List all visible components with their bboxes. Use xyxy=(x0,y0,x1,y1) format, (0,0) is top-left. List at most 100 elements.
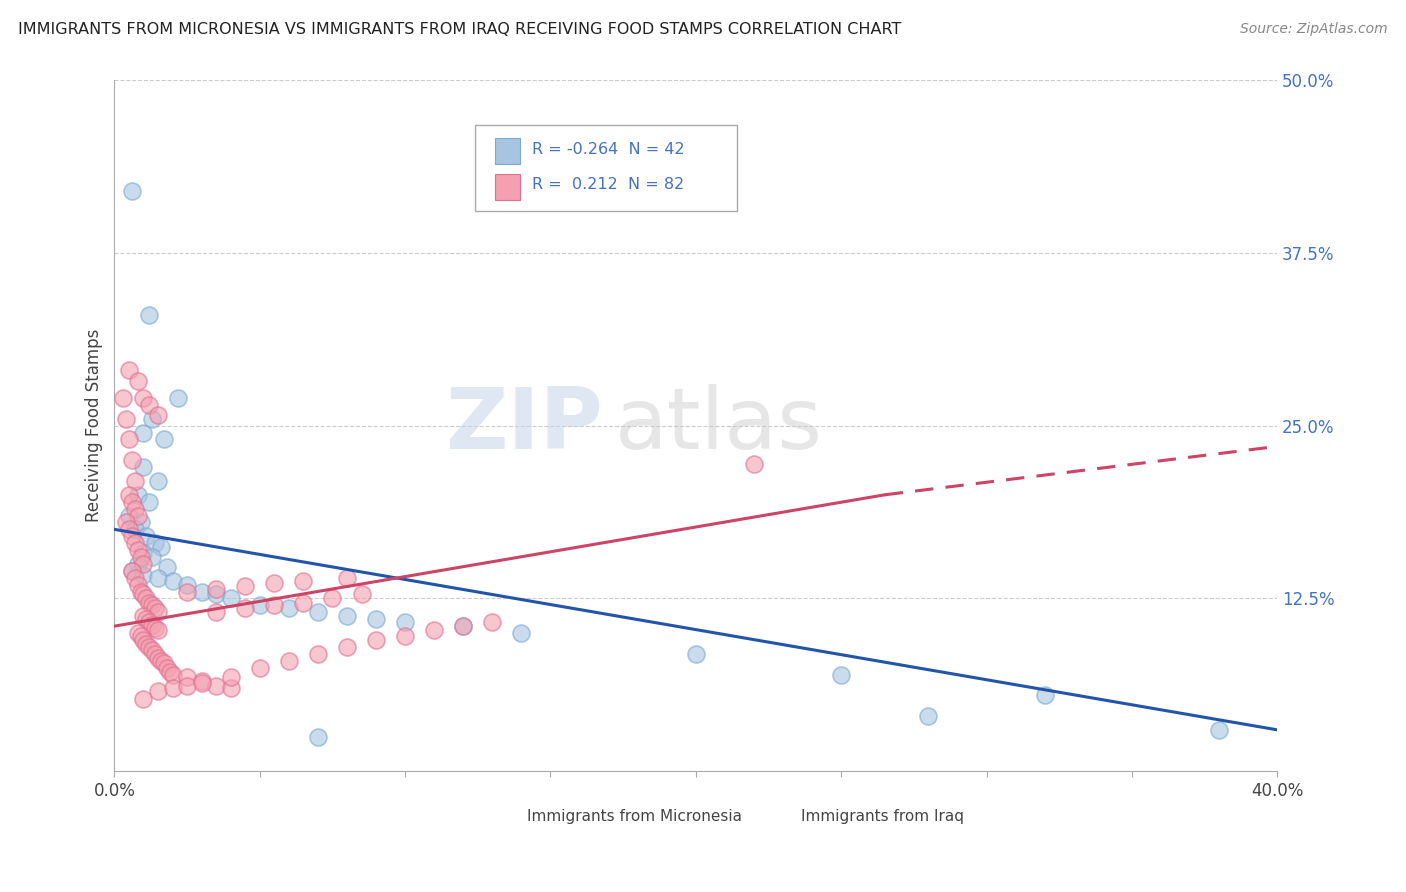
Point xyxy=(277,654,299,668)
Point xyxy=(124,571,146,585)
Point xyxy=(149,654,172,668)
Point xyxy=(176,584,198,599)
Point xyxy=(132,632,155,647)
Point xyxy=(162,667,184,681)
Point xyxy=(115,411,138,425)
Point xyxy=(394,629,416,643)
Point xyxy=(153,433,176,447)
Point xyxy=(138,596,160,610)
Point xyxy=(263,576,285,591)
Point xyxy=(127,626,149,640)
Point xyxy=(138,494,160,508)
Point xyxy=(141,411,163,425)
Point xyxy=(146,571,169,585)
Point xyxy=(205,679,228,693)
Point xyxy=(336,609,359,624)
Point xyxy=(127,488,149,502)
Point xyxy=(138,308,160,322)
Point xyxy=(143,601,166,615)
Point xyxy=(292,596,315,610)
Point xyxy=(118,508,141,523)
Text: IMMIGRANTS FROM MICRONESIA VS IMMIGRANTS FROM IRAQ RECEIVING FOOD STAMPS CORRELA: IMMIGRANTS FROM MICRONESIA VS IMMIGRANTS… xyxy=(18,22,901,37)
Point xyxy=(118,433,141,447)
Point xyxy=(742,458,765,472)
Point xyxy=(156,660,179,674)
Point xyxy=(124,501,146,516)
Point xyxy=(121,564,143,578)
Point xyxy=(112,391,135,405)
Point xyxy=(205,587,228,601)
Point xyxy=(138,640,160,654)
Point xyxy=(132,692,155,706)
Point xyxy=(336,571,359,585)
Point xyxy=(135,612,157,626)
Point xyxy=(481,615,503,629)
Point xyxy=(830,667,852,681)
Point xyxy=(219,591,242,606)
Point xyxy=(132,609,155,624)
Point xyxy=(249,660,271,674)
Point xyxy=(127,543,149,558)
Point xyxy=(141,617,163,632)
Point xyxy=(121,529,143,543)
Text: Source: ZipAtlas.com: Source: ZipAtlas.com xyxy=(1240,22,1388,37)
Text: R =  0.212  N = 82: R = 0.212 N = 82 xyxy=(531,178,685,193)
Text: R = -0.264  N = 42: R = -0.264 N = 42 xyxy=(531,142,685,157)
Point xyxy=(153,657,176,671)
Point xyxy=(121,564,143,578)
Point xyxy=(132,587,155,601)
Point xyxy=(138,615,160,629)
Point xyxy=(190,584,212,599)
Y-axis label: Receiving Food Stamps: Receiving Food Stamps xyxy=(86,329,103,523)
Point xyxy=(233,601,256,615)
Point xyxy=(917,709,939,723)
Point xyxy=(127,375,149,389)
Point xyxy=(146,684,169,698)
Point xyxy=(127,577,149,591)
Point xyxy=(132,425,155,440)
Text: atlas: atlas xyxy=(614,384,823,467)
Point xyxy=(451,619,474,633)
Point xyxy=(336,640,359,654)
Point xyxy=(1033,688,1056,702)
Point xyxy=(176,679,198,693)
Point xyxy=(205,605,228,619)
Point xyxy=(115,516,138,530)
Point xyxy=(132,568,155,582)
Point xyxy=(118,363,141,377)
Point xyxy=(118,488,141,502)
Point xyxy=(141,642,163,657)
Point xyxy=(124,474,146,488)
Point xyxy=(132,460,155,475)
Point xyxy=(176,577,198,591)
Point xyxy=(121,453,143,467)
Point xyxy=(129,584,152,599)
Point xyxy=(159,665,181,679)
Point xyxy=(132,557,155,571)
Point xyxy=(307,605,329,619)
Point xyxy=(350,587,373,601)
Point xyxy=(129,516,152,530)
Point xyxy=(127,508,149,523)
Point xyxy=(190,674,212,689)
Point xyxy=(143,536,166,550)
Point xyxy=(277,601,299,615)
FancyBboxPatch shape xyxy=(475,125,737,211)
FancyBboxPatch shape xyxy=(495,174,520,200)
Point xyxy=(146,624,169,638)
FancyBboxPatch shape xyxy=(495,138,520,164)
Point xyxy=(1208,723,1230,737)
Point xyxy=(135,529,157,543)
Point xyxy=(135,637,157,651)
Point xyxy=(146,408,169,422)
Point xyxy=(156,559,179,574)
Text: ZIP: ZIP xyxy=(446,384,603,467)
Point xyxy=(190,676,212,690)
Point xyxy=(138,398,160,412)
Point xyxy=(233,579,256,593)
Point xyxy=(364,632,387,647)
Point xyxy=(162,681,184,696)
Point xyxy=(219,670,242,684)
Point xyxy=(394,615,416,629)
Point xyxy=(219,681,242,696)
